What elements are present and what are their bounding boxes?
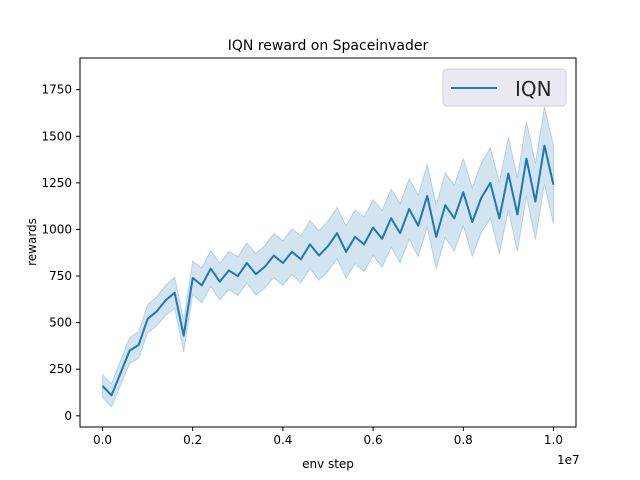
legend: IQN <box>442 68 567 107</box>
y-tick-label: 1250 <box>41 176 72 190</box>
y-tick-label: 1750 <box>41 83 72 97</box>
legend-box <box>442 68 567 107</box>
y-tick-label: 500 <box>49 316 72 330</box>
y-tick-label: 250 <box>49 362 72 376</box>
series-line-iqn <box>101 144 555 397</box>
plot-area <box>101 106 555 408</box>
y-axis: 0 250 500 750 1000 1250 1500 1750 <box>41 83 80 423</box>
legend-label: IQN <box>515 77 552 101</box>
x-axis-multiplier: 1e7 <box>557 453 580 467</box>
y-tick-label: 750 <box>49 269 72 283</box>
y-tick-label: 1500 <box>41 129 72 143</box>
x-axis: 0.0 0.2 0.4 0.6 0.8 1.0 <box>93 427 563 447</box>
confidence-band <box>102 106 554 408</box>
axes-frame <box>79 57 577 428</box>
x-axis-label: env step <box>302 457 354 471</box>
y-tick-label: 1000 <box>41 222 72 236</box>
x-tick-label: 0.2 <box>183 433 202 447</box>
x-tick-label: 0.4 <box>273 433 292 447</box>
x-tick-label: 0.0 <box>93 433 112 447</box>
x-tick-label: 0.8 <box>454 433 473 447</box>
y-tick-label: 0 <box>64 409 72 423</box>
chart-title: IQN reward on Spaceinvader <box>228 38 429 54</box>
y-axis-label: rewards <box>25 218 39 266</box>
x-tick-label: 1.0 <box>544 433 563 447</box>
x-tick-label: 0.6 <box>364 433 383 447</box>
